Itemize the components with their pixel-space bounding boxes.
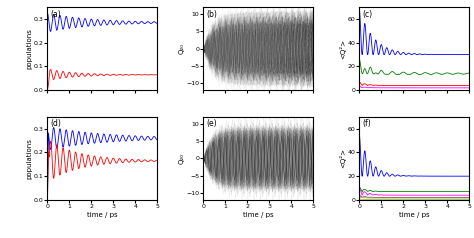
X-axis label: time / ps: time / ps: [243, 212, 273, 218]
Text: (e): (e): [207, 119, 217, 128]
X-axis label: time / ps: time / ps: [87, 212, 118, 218]
Text: (f): (f): [363, 119, 372, 128]
Y-axis label: <Q²>: <Q²>: [339, 148, 346, 168]
Y-axis label: Q₂₀: Q₂₀: [179, 43, 185, 54]
Text: (d): (d): [51, 119, 62, 128]
Y-axis label: populations: populations: [26, 138, 32, 179]
Text: (a): (a): [51, 10, 62, 19]
Y-axis label: Q₂₀: Q₂₀: [179, 153, 185, 164]
Text: (b): (b): [207, 10, 218, 19]
Y-axis label: populations: populations: [26, 28, 32, 69]
X-axis label: time / ps: time / ps: [399, 212, 429, 218]
Y-axis label: <Q²>: <Q²>: [339, 39, 346, 59]
Text: (c): (c): [363, 10, 373, 19]
